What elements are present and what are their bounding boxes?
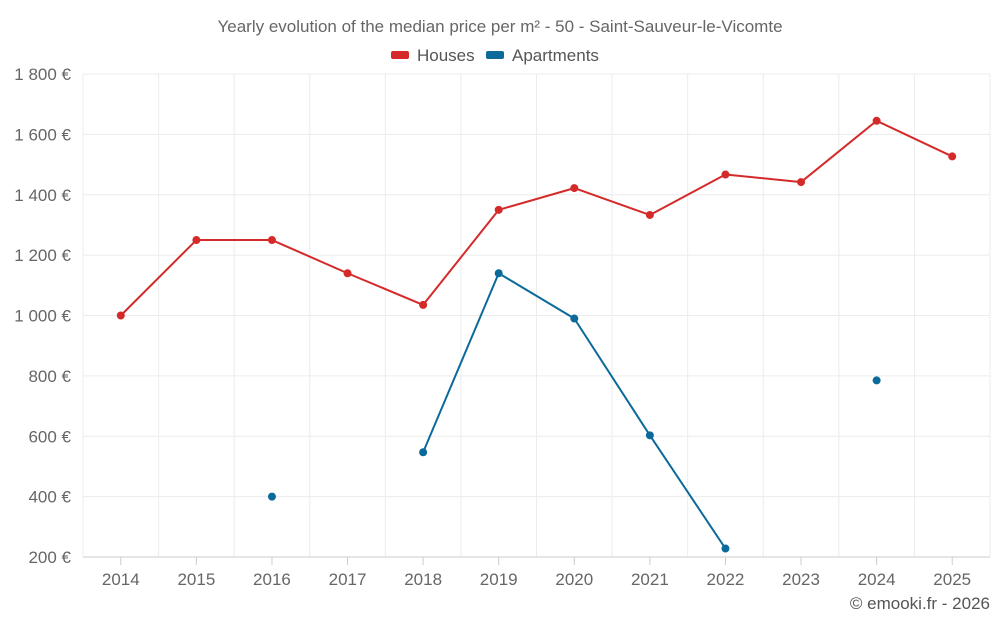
data-point-houses[interactable] [116, 311, 125, 320]
data-point-houses[interactable] [267, 236, 276, 245]
x-tick-label: 2016 [253, 570, 291, 589]
data-point-houses[interactable] [797, 178, 806, 187]
y-tick-label: 200 € [28, 548, 71, 567]
data-point-houses[interactable] [721, 170, 730, 179]
legend-label-houses: Houses [417, 46, 475, 65]
y-tick-label: 400 € [28, 488, 71, 507]
data-point-houses[interactable] [948, 152, 957, 161]
series-line-houses [120, 119, 953, 317]
data-point-apartments[interactable] [494, 269, 503, 278]
legend-swatch-apartments [486, 51, 504, 59]
legend-label-apartments: Apartments [512, 46, 599, 65]
credit-text: © emooki.fr - 2026 [850, 594, 990, 613]
series [116, 116, 957, 553]
chart-title: Yearly evolution of the median price per… [217, 17, 782, 36]
x-tick-label: 2019 [480, 570, 518, 589]
x-tick-label: 2014 [102, 570, 140, 589]
legend-swatch-houses [391, 51, 409, 59]
data-point-houses[interactable] [872, 116, 881, 125]
x-tick-label: 2025 [933, 570, 971, 589]
data-point-apartments[interactable] [645, 431, 654, 440]
data-point-houses[interactable] [570, 184, 579, 193]
x-tick-label: 2015 [177, 570, 215, 589]
legend-item-apartments[interactable]: Apartments [486, 46, 599, 65]
x-tick-label: 2020 [555, 570, 593, 589]
y-axis-ticks: 1 800 € 1 600 € 1 400 € 1 200 € 1 000 € 800 €… [14, 65, 71, 567]
data-point-apartments[interactable] [419, 448, 428, 457]
series-apartments [267, 269, 881, 553]
data-point-apartments[interactable] [872, 376, 881, 385]
x-tick-label: 2021 [631, 570, 669, 589]
y-tick-label: 1 800 € [14, 65, 71, 84]
data-point-apartments[interactable] [267, 492, 276, 501]
x-tick-label: 2018 [404, 570, 442, 589]
x-tick-label: 2022 [707, 570, 745, 589]
data-point-houses[interactable] [645, 210, 654, 219]
y-tick-label: 1 200 € [14, 246, 71, 265]
y-tick-label: 800 € [28, 367, 71, 386]
x-axis-ticks: 2014 2015 2016 2017 2018 2019 2020 2021 2022 2023… [102, 557, 971, 589]
data-point-houses[interactable] [343, 269, 352, 278]
series-houses [116, 116, 957, 320]
y-tick-label: 1 600 € [14, 125, 71, 144]
y-tick-label: 1 400 € [14, 186, 71, 205]
legend: Houses Apartments [391, 46, 599, 65]
grid [82, 73, 991, 558]
data-point-houses[interactable] [494, 205, 503, 214]
data-point-apartments[interactable] [570, 314, 579, 323]
y-tick-label: 600 € [28, 427, 71, 446]
data-point-houses[interactable] [419, 300, 428, 309]
x-tick-label: 2024 [858, 570, 896, 589]
data-point-houses[interactable] [192, 236, 201, 245]
legend-item-houses[interactable]: Houses [391, 46, 475, 65]
data-point-apartments[interactable] [721, 544, 730, 553]
x-tick-label: 2017 [329, 570, 367, 589]
x-tick-label: 2023 [782, 570, 820, 589]
y-tick-label: 1 000 € [14, 307, 71, 326]
